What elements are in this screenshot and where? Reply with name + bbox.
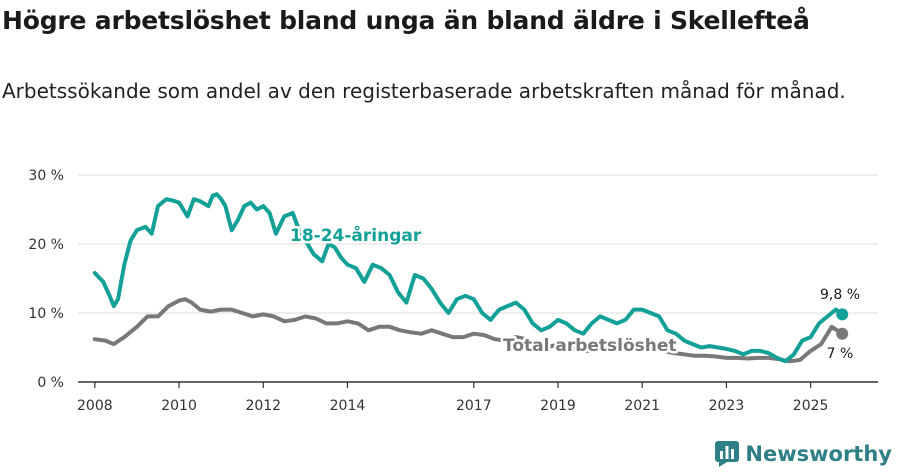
youth-end-value-label: 9,8 % [820,287,860,303]
x-axis: 2008 2010 2012 2014 2017 2019 2021 2023 2025 [77,381,878,414]
chart-subtitle: Arbetssökande som andel av den registerb… [2,79,846,103]
total-series-label-halo: Total arbetslöshet [503,336,677,356]
total-series-label: Total arbetslöshet [503,336,677,356]
total-endpoint-marker [836,327,849,340]
x-tick-label: 2008 [77,398,113,414]
series-lines [92,192,849,364]
x-tick-label: 2025 [793,398,829,414]
chart-title: Högre arbetslöshet bland unga än bland ä… [2,6,810,35]
x-tick-label: 2019 [540,398,576,414]
y-tick-label: 30 % [28,168,64,184]
youth-series-line [92,192,845,364]
total-series-line [92,297,845,364]
y-tick-label: 20 % [28,237,64,253]
bar-chart-logo-icon [715,441,740,467]
youth-series-label-halo: 18-24-åringar [290,224,422,246]
y-gridlines: 0 % 10 % 20 % 30 % [28,168,878,391]
x-tick-label: 2010 [161,398,197,414]
youth-series-label: 18-24-åringar [290,224,422,246]
youth-endpoint-marker [836,308,849,321]
x-tick-label: 2023 [709,398,745,414]
x-tick-label: 2012 [245,398,281,414]
x-tick-label: 2017 [456,398,492,414]
y-tick-label: 10 % [28,306,64,322]
x-tick-label: 2014 [330,398,366,414]
y-tick-label: 0 % [37,375,64,391]
newsworthy-brand: Newsworthy [715,441,892,467]
brand-name: Newsworthy [745,442,892,466]
x-tick-label: 2021 [624,398,660,414]
total-end-value-label: 7 % [827,346,854,362]
